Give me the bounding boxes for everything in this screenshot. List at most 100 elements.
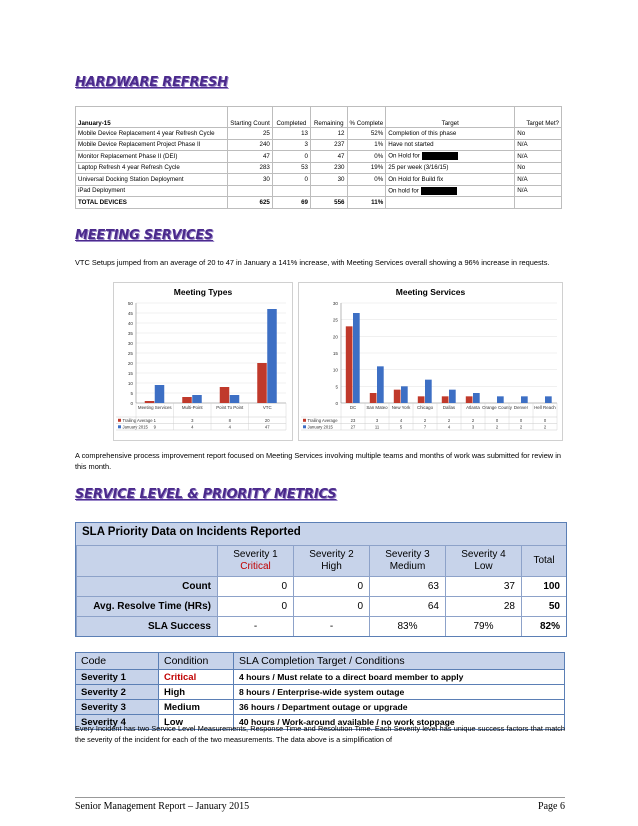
bar xyxy=(441,396,449,403)
data-table-value: 4 xyxy=(448,424,451,429)
sla-row-label: Count xyxy=(76,576,218,597)
sla-col-sev4: Severity 4 Low xyxy=(445,545,522,577)
data-table-value: 9 xyxy=(154,424,157,429)
hw-target-cell: Have not started xyxy=(385,138,516,151)
hw-percent-cell: 11% xyxy=(346,196,387,209)
x-tick-label: Atlanta xyxy=(466,405,480,410)
data-table-value: 2 xyxy=(544,424,547,429)
bar xyxy=(377,366,384,403)
sla-corner-cell xyxy=(76,545,218,577)
hw-col-target-met: Target Met? xyxy=(514,106,562,128)
hw-target-cell: On Hold for Build fix xyxy=(385,173,516,186)
x-tick-label: Multi-Point xyxy=(182,405,204,410)
hw-cell-text: N/A xyxy=(517,141,528,149)
hw-completed-cell: 69 xyxy=(271,196,312,209)
hw-item-cell: TOTAL DEVICES xyxy=(74,196,229,209)
hardware-row: Mobile Device Replacement Project Phase … xyxy=(74,138,562,151)
bar xyxy=(497,396,504,403)
hw-cell-text: N/A xyxy=(517,152,528,160)
code-cell: Severity 2 xyxy=(75,684,159,700)
hardware-row: Mobile Device Replacement 4 year Refresh… xyxy=(74,127,562,140)
hw-col-remaining: Remaining xyxy=(310,106,348,128)
data-table-value: 27 xyxy=(351,424,356,429)
sla-col-sev2-label: Severity 2 xyxy=(309,549,354,560)
codes-row: Severity 4 Low 40 hours / Work-around avai… xyxy=(75,714,565,730)
hw-starting-cell: 625 xyxy=(227,196,273,209)
hw-cell-text: On Hold for xyxy=(388,152,420,160)
sla-col-sev2-level: High xyxy=(321,561,342,572)
hw-cell-text: 30 xyxy=(337,175,345,183)
sla-col-sev1-label: Severity 1 xyxy=(233,549,278,560)
bar xyxy=(257,363,267,403)
hw-completed-cell: 53 xyxy=(271,161,312,174)
hw-percent-cell: 19% xyxy=(346,161,387,174)
legend-swatch xyxy=(303,418,306,422)
sla-header-row: Severity 1 Critical Severity 2 High Severi… xyxy=(76,545,566,577)
y-tick-label: 10 xyxy=(333,368,339,373)
redaction-bar xyxy=(421,152,458,161)
hw-cell-text: iPad Deployment xyxy=(78,187,126,195)
x-tick-label: Point To Point xyxy=(216,405,244,410)
y-tick-label: 25 xyxy=(128,351,134,356)
hw-cell-text: 52% xyxy=(370,129,384,137)
codes-col-code: Code xyxy=(75,652,159,670)
hw-cell-text: Laptop Refresh 4 year Refresh Cycle xyxy=(78,164,180,172)
data-table-value: 2 xyxy=(472,418,475,423)
sla-col-sev3: Severity 3 Medium xyxy=(369,545,446,577)
sla-col-total-label: Total xyxy=(533,555,555,566)
meeting-after-text: A comprehensive process improvement repo… xyxy=(75,451,561,471)
y-tick-label: 5 xyxy=(335,384,338,389)
hw-completed-cell xyxy=(271,184,312,197)
hw-cell-text: 0 xyxy=(304,175,308,183)
hw-cell-text: 0% xyxy=(374,152,384,160)
codes-header-row: Code Condition SLA Completion Target / C… xyxy=(75,652,565,670)
hw-completed-cell: 0 xyxy=(271,173,312,186)
codes-row: Severity 1 Critical 4 hours / Must relate … xyxy=(75,669,565,685)
data-table-value: 4 xyxy=(191,424,194,429)
hw-completed-cell: 3 xyxy=(271,138,312,151)
data-table-value: 47 xyxy=(265,424,270,429)
data-table-value: 2 xyxy=(496,424,499,429)
bar xyxy=(425,379,432,403)
hw-cell-text: TOTAL DEVICES xyxy=(78,198,127,206)
hw-remaining-cell: 30 xyxy=(310,173,348,186)
sla-col-sev2: Severity 2 High xyxy=(293,545,370,577)
hw-target-met-cell: N/A xyxy=(514,184,562,197)
sla-row-label: SLA Success xyxy=(76,616,218,636)
x-tick-label: Hell Reach xyxy=(534,405,556,410)
y-tick-label: 5 xyxy=(130,391,133,396)
sla-value-cell: 0 xyxy=(217,596,294,617)
hw-starting-cell: 283 xyxy=(227,161,273,174)
data-table-value: 4 xyxy=(229,424,232,429)
hw-percent-cell: 0% xyxy=(346,173,387,186)
y-tick-label: 15 xyxy=(128,371,134,376)
footer-report-title: Senior Management Report – January 2015 xyxy=(75,801,250,812)
data-table-value: 0 xyxy=(544,418,547,423)
hw-starting-cell xyxy=(227,184,273,197)
sla-row: SLA Success - -83% 79% 82% xyxy=(76,616,566,636)
x-tick-label: DC xyxy=(350,405,356,410)
bar xyxy=(219,387,230,403)
meeting-types-chart: Meeting Types 0 5 10 15 20 25 30 35 40 45 50 Meetin… xyxy=(113,282,293,441)
sla-row: Count 0 0 63 37 100 xyxy=(76,576,566,597)
bar xyxy=(473,393,480,403)
data-table-value: 11 xyxy=(375,424,380,429)
hw-item-cell: Universal Docking Station Deployment xyxy=(74,173,229,186)
hw-cell-text: 0 xyxy=(304,152,308,160)
hw-percent-cell: 52% xyxy=(346,127,387,140)
sla-value-cell: 63 xyxy=(369,576,446,597)
hw-percent-cell: 1% xyxy=(346,138,387,151)
codes-col-condition: Condition xyxy=(158,652,234,670)
hw-target-met-cell: No xyxy=(514,127,562,140)
hw-item-cell: iPad Deployment xyxy=(74,184,229,197)
meeting-intro-text: VTC Setups jumped from an average of 20 … xyxy=(75,258,550,267)
data-table-value: 2 xyxy=(520,424,523,429)
bar xyxy=(393,389,401,403)
hardware-row: iPad Deployment On hold for N/A xyxy=(74,184,562,197)
hw-cell-text: On Hold for Build fix xyxy=(388,175,444,183)
sla-table-panel: SLA Priority Data on Incidents Reported … xyxy=(75,522,567,637)
y-tick-label: 0 xyxy=(130,401,133,406)
data-table-value: 5 xyxy=(400,424,403,429)
hw-remaining-cell: 237 xyxy=(310,138,348,151)
y-tick-label: 0 xyxy=(335,401,338,406)
